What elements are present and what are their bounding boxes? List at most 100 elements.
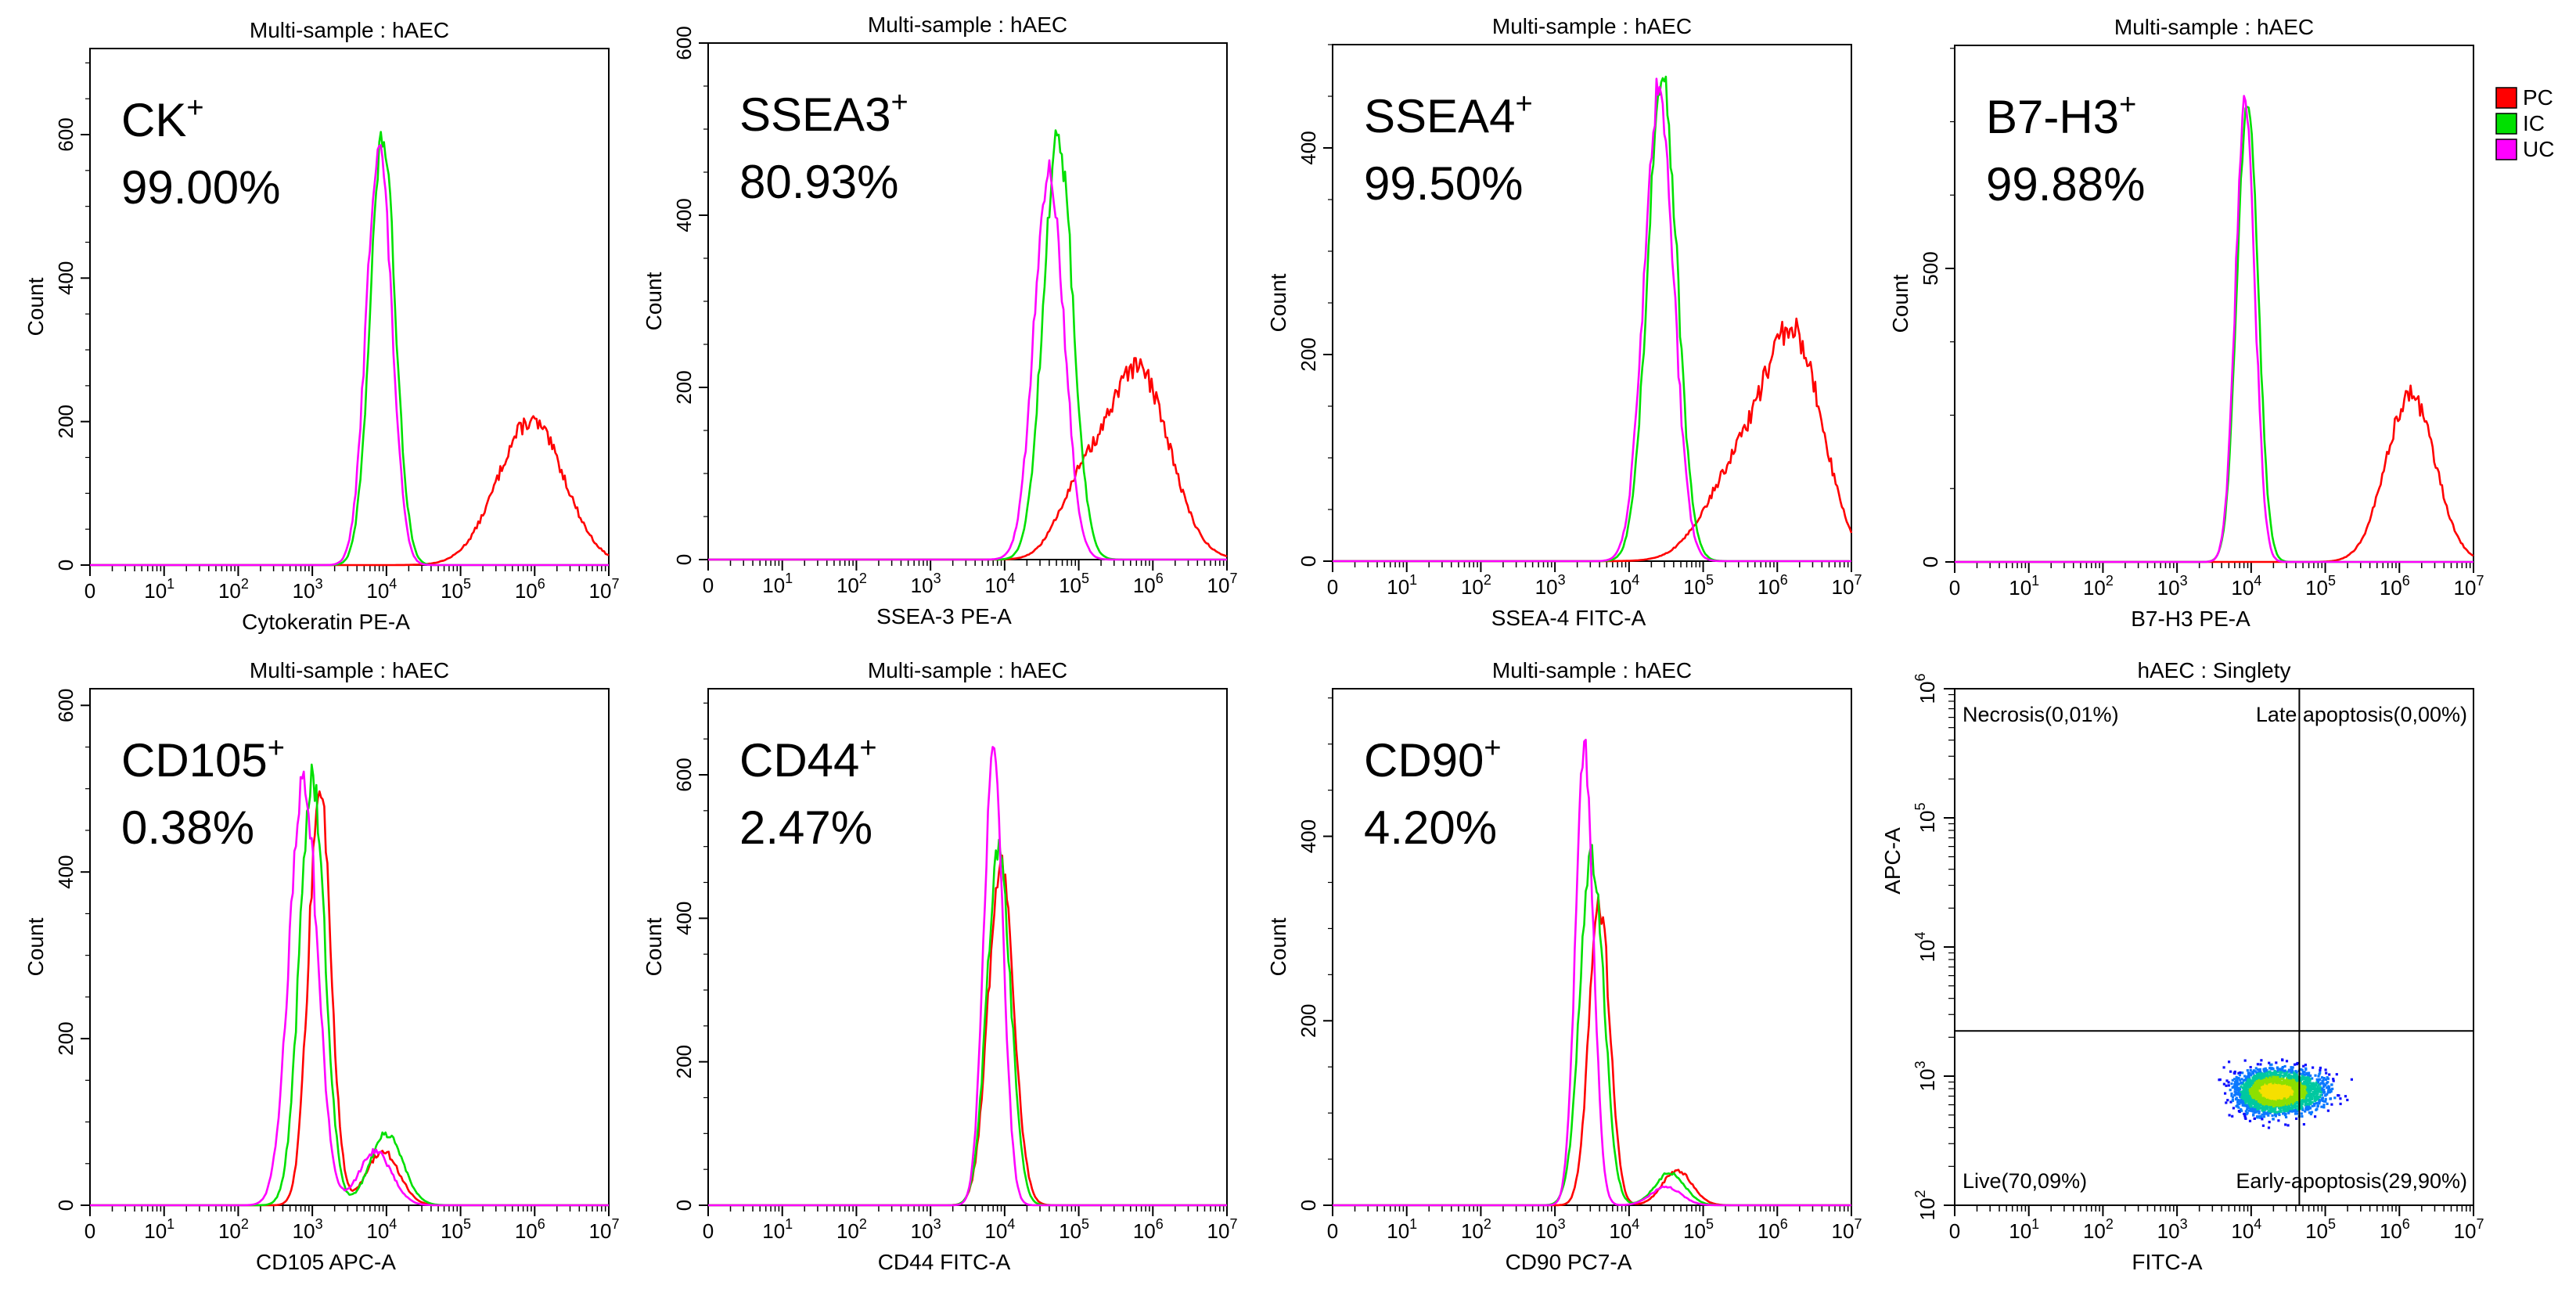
histogram-panel-1: Multi-sample : hAEC 0 200 400 600 Count 0 101 10… [23, 18, 619, 634]
event-dot [2243, 1085, 2246, 1088]
event-dot [2282, 1079, 2285, 1082]
event-dot [2257, 1087, 2260, 1090]
event-dot [2236, 1082, 2239, 1085]
event-dot [2290, 1098, 2294, 1101]
x-tick-label: 104 [2231, 573, 2261, 599]
event-dot [2247, 1082, 2250, 1085]
event-dot [2278, 1068, 2282, 1071]
event-dot [2337, 1094, 2340, 1097]
event-dot [2281, 1091, 2284, 1094]
event-dot [2272, 1078, 2276, 1081]
event-dot [2279, 1075, 2282, 1078]
event-dot [2288, 1076, 2291, 1080]
event-dot [2265, 1075, 2268, 1078]
event-dot [2295, 1101, 2298, 1104]
event-dot [2275, 1093, 2278, 1097]
x-tick-label: 107 [1207, 571, 1238, 597]
event-dot [2314, 1098, 2317, 1101]
event-dot [2301, 1090, 2304, 1093]
event-dot [2322, 1085, 2326, 1088]
event-dot [2258, 1105, 2261, 1108]
quadrant-label-live: Live(70,09%) [1963, 1169, 2087, 1193]
event-dot [2317, 1075, 2320, 1078]
event-dot [2313, 1090, 2316, 1093]
x-tick-label: 101 [1387, 1216, 1417, 1243]
event-dot [2254, 1093, 2257, 1096]
marker-label: SSEA4+ [1364, 88, 1533, 142]
event-dot [2304, 1064, 2307, 1067]
plot-frame [1954, 688, 2474, 1206]
event-dot [2322, 1088, 2326, 1091]
event-dot [2249, 1107, 2252, 1111]
legend-swatch-PC [2495, 87, 2517, 109]
event-dot [2290, 1096, 2293, 1100]
x-tick-label: 107 [2454, 1216, 2484, 1243]
event-dot [2285, 1071, 2288, 1074]
event-dot [2277, 1119, 2280, 1122]
event-dot [2247, 1096, 2250, 1099]
event-dot [2272, 1096, 2276, 1099]
event-dot [2250, 1089, 2254, 1092]
event-dot [2309, 1082, 2312, 1085]
event-dot [2304, 1110, 2307, 1113]
event-dot [2305, 1081, 2308, 1084]
x-tick-label: 101 [1387, 572, 1417, 599]
event-dot [2262, 1086, 2266, 1089]
event-dot [2318, 1099, 2321, 1102]
y-tick-label: 400 [672, 902, 696, 935]
event-dot [2258, 1111, 2261, 1114]
event-dot [2270, 1084, 2273, 1088]
event-dot [2255, 1081, 2258, 1084]
event-dot [2301, 1107, 2304, 1110]
event-dot [2250, 1082, 2254, 1085]
event-dot [2272, 1093, 2275, 1096]
event-dot [2251, 1083, 2254, 1087]
event-dot [2279, 1107, 2283, 1110]
event-dot [2300, 1099, 2303, 1102]
event-dot [2260, 1092, 2263, 1095]
x-axis-label: SSEA-4 FITC-A [1491, 606, 1646, 630]
event-dot [2276, 1088, 2279, 1091]
event-dot [2267, 1091, 2270, 1094]
event-dot [2253, 1105, 2256, 1109]
event-dot [2262, 1072, 2265, 1075]
y-axis-label: Count [1266, 917, 1290, 976]
x-axis-label: Cytokeratin PE-A [242, 610, 410, 634]
event-dot [2283, 1107, 2286, 1111]
event-dot [2271, 1096, 2275, 1100]
event-dot [2319, 1093, 2322, 1096]
event-dot [2249, 1102, 2252, 1105]
event-dot [2279, 1090, 2283, 1093]
x-axis-label: CD90 PC7-A [1506, 1250, 1632, 1274]
event-dot [2256, 1091, 2259, 1094]
event-dot [2258, 1068, 2261, 1071]
event-dot [2254, 1088, 2257, 1091]
event-dot [2319, 1082, 2322, 1085]
event-dot [2247, 1099, 2250, 1103]
event-dot [2277, 1080, 2280, 1083]
event-dot [2262, 1097, 2265, 1100]
y-tick-label: 200 [1297, 1004, 1320, 1038]
event-dot [2276, 1099, 2279, 1102]
event-dot [2320, 1076, 2324, 1079]
x-tick-label: 105 [1059, 1216, 1089, 1243]
plot-frame [707, 688, 1228, 1206]
event-dot [2332, 1079, 2335, 1082]
event-dot [2236, 1104, 2239, 1107]
event-dot [2282, 1087, 2285, 1090]
event-dot [2247, 1071, 2250, 1075]
event-dot [2319, 1071, 2322, 1075]
event-dot [2322, 1082, 2326, 1086]
event-dot [2258, 1110, 2261, 1113]
event-dot [2324, 1084, 2327, 1087]
event-dot [2292, 1075, 2295, 1078]
y-tick-label: 600 [672, 26, 696, 59]
event-dot [2273, 1111, 2276, 1114]
event-dot [2230, 1094, 2233, 1097]
event-dot [2272, 1084, 2275, 1087]
event-dot [2237, 1091, 2240, 1095]
event-dot [2245, 1112, 2248, 1115]
histogram-panel-6: Multi-sample : hAEC 0 200 400 600 Count 0 101 10… [642, 658, 1237, 1274]
event-dot [2273, 1113, 2276, 1116]
event-dot [2302, 1071, 2305, 1074]
